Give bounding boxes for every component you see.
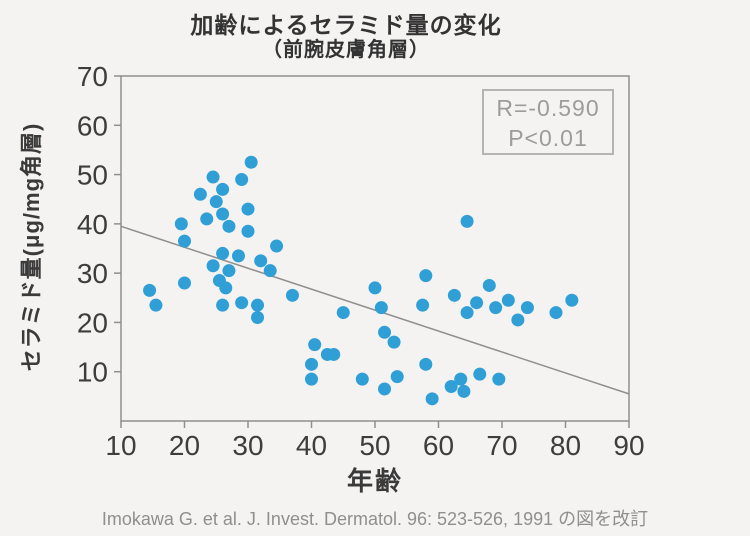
data-point [244, 155, 258, 169]
y-tick-label: 30 [77, 258, 108, 289]
chart-subtitle: （前腕皮膚角層） [262, 39, 430, 61]
y-tick-label: 40 [77, 209, 108, 240]
x-tick-label: 50 [359, 430, 390, 461]
data-point [549, 306, 563, 320]
data-point [216, 298, 230, 312]
chart-title: 加齢によるセラミド量の変化 [190, 12, 502, 38]
y-tick-label: 50 [77, 160, 108, 191]
data-point [174, 217, 188, 231]
data-point [447, 288, 461, 302]
x-tick-label: 40 [296, 430, 327, 461]
data-point [501, 293, 515, 307]
y-tick-label: 60 [77, 110, 108, 141]
data-point [216, 207, 230, 221]
data-point [327, 347, 341, 361]
data-point [390, 370, 404, 384]
data-point [336, 306, 350, 320]
data-point [387, 335, 401, 349]
r-value: R=-0.590 [496, 95, 600, 121]
data-point [419, 269, 433, 283]
citation: Imokawa G. et al. J. Invest. Dermatol. 9… [101, 509, 649, 529]
data-point [241, 202, 255, 216]
data-point [270, 239, 284, 253]
data-point [193, 187, 207, 201]
data-point [254, 254, 268, 268]
x-tick-label: 90 [613, 430, 644, 461]
data-point [235, 296, 249, 310]
x-tick-label: 80 [550, 430, 581, 461]
x-tick-label: 30 [232, 430, 263, 461]
data-point [460, 214, 474, 228]
x-tick-label: 70 [486, 430, 517, 461]
data-point [308, 338, 322, 352]
data-point [416, 298, 430, 312]
x-tick-label: 20 [169, 430, 200, 461]
data-point [419, 357, 433, 371]
y-tick-label: 10 [77, 357, 108, 388]
data-point [231, 249, 245, 263]
data-point [511, 313, 525, 327]
data-point [178, 234, 191, 248]
x-tick-label: 60 [423, 430, 454, 461]
data-point [305, 372, 318, 386]
data-point [425, 392, 439, 406]
data-point [216, 182, 230, 196]
data-point [378, 382, 392, 396]
data-point [460, 306, 474, 320]
data-point [206, 170, 220, 184]
p-value: P<0.01 [508, 125, 588, 151]
data-point [470, 296, 484, 310]
data-point [305, 357, 318, 371]
data-point [222, 219, 236, 233]
data-point [489, 301, 503, 315]
data-point [378, 325, 392, 339]
data-point [209, 195, 223, 209]
data-point [149, 298, 163, 312]
data-point [285, 288, 299, 302]
data-point [241, 224, 255, 238]
data-point [355, 372, 369, 386]
data-point [454, 372, 468, 386]
data-point [251, 311, 265, 324]
data-point [178, 276, 191, 290]
data-point [492, 372, 506, 386]
data-point [263, 264, 277, 278]
data-point [565, 293, 579, 307]
data-point [482, 278, 496, 292]
trend-line [120, 225, 630, 395]
y-tick-label: 20 [77, 307, 108, 338]
x-axis-title: 年齢 [346, 466, 403, 496]
data-point [457, 384, 471, 398]
data-point [206, 259, 220, 273]
data-point [444, 380, 458, 393]
data-point [222, 264, 236, 278]
data-point [520, 301, 534, 315]
data-point [235, 173, 249, 186]
data-point [368, 281, 382, 295]
stats-annotation-box: R=-0.590 P<0.01 [482, 89, 614, 155]
data-point [200, 212, 214, 226]
data-point [374, 301, 388, 315]
data-point [216, 246, 230, 260]
data-point [219, 281, 233, 295]
x-tick-label: 10 [105, 430, 136, 461]
data-point [143, 283, 157, 297]
y-tick-label: 70 [77, 61, 108, 92]
data-point [251, 298, 265, 312]
y-axis-title: セラミド量(μg/mg角層) [19, 122, 44, 372]
data-point [473, 367, 487, 381]
